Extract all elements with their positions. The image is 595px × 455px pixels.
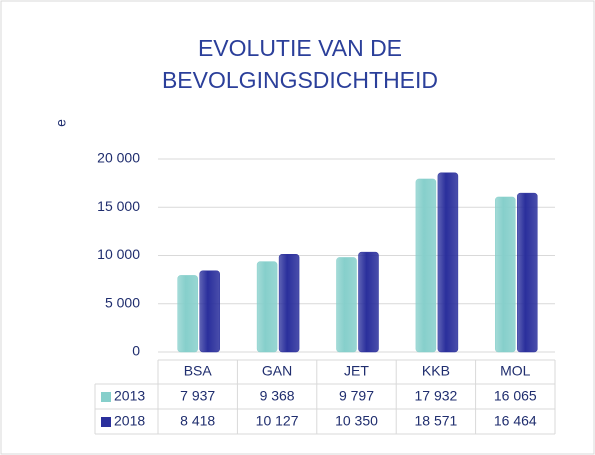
table-value: 10 350 bbox=[335, 413, 378, 429]
bar bbox=[177, 275, 198, 353]
y-tick-label: 5 000 bbox=[105, 294, 140, 310]
x-tick-label: KKB bbox=[422, 363, 450, 379]
x-tick-label: BSA bbox=[184, 363, 213, 379]
table-value: 18 571 bbox=[414, 413, 457, 429]
y-tick-label: 15 000 bbox=[97, 198, 140, 214]
y-tick-label: 0 bbox=[132, 343, 140, 359]
bar bbox=[415, 178, 437, 353]
table-value: 9 368 bbox=[260, 388, 295, 404]
bar bbox=[495, 196, 516, 353]
legend-swatch bbox=[101, 392, 111, 402]
y-tick-label: 10 000 bbox=[97, 246, 140, 262]
bar bbox=[437, 172, 459, 353]
table-value: 7 937 bbox=[180, 388, 215, 404]
table-value: 8 418 bbox=[180, 413, 215, 429]
legend-swatch bbox=[101, 417, 111, 427]
table-value: 9 797 bbox=[339, 388, 374, 404]
legend-label: 2018 bbox=[114, 413, 145, 429]
table-value: 16 464 bbox=[494, 413, 537, 429]
bar bbox=[336, 257, 357, 353]
bar bbox=[517, 192, 538, 353]
legend-label: 2013 bbox=[114, 388, 145, 404]
x-tick-label: MOL bbox=[500, 363, 531, 379]
bar bbox=[278, 254, 300, 353]
y-axis-label: e bbox=[53, 119, 69, 127]
table-value: 10 127 bbox=[256, 413, 299, 429]
x-tick-label: GAN bbox=[262, 363, 292, 379]
bar bbox=[256, 261, 278, 353]
y-tick-label: 20 000 bbox=[97, 150, 140, 166]
table-value: 16 065 bbox=[494, 388, 537, 404]
chart-title: EVOLUTIE VAN DE BEVOLGINGSDICHTHEID bbox=[161, 35, 439, 93]
bar bbox=[358, 251, 379, 353]
x-tick-label: JET bbox=[344, 363, 369, 379]
table-value: 17 932 bbox=[414, 388, 457, 404]
bar bbox=[199, 270, 220, 353]
